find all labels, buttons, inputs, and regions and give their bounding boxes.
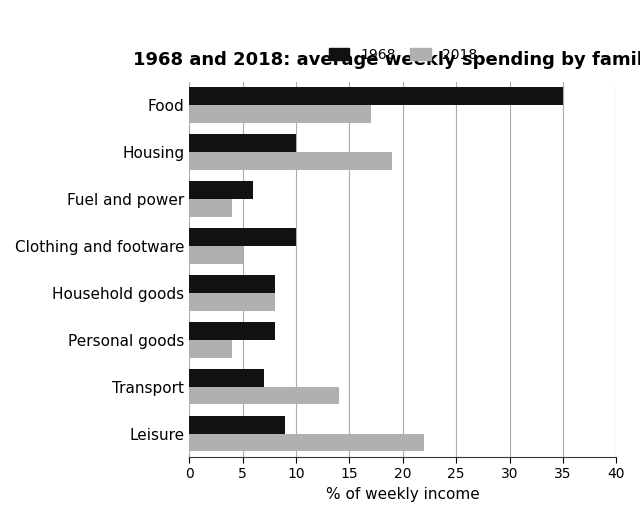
Bar [189,434,424,451]
Bar [189,152,392,170]
Bar [189,87,563,105]
Bar [189,293,275,311]
Bar [189,105,371,123]
Bar [189,387,339,404]
Bar [189,340,232,358]
Bar [189,416,285,434]
Bar [189,134,296,152]
Bar [189,246,243,264]
X-axis label: % of weekly income: % of weekly income [326,487,480,502]
Bar [189,228,296,246]
Bar [189,322,275,340]
Title: 1968 and 2018: average weekly spending by families: 1968 and 2018: average weekly spending b… [133,51,640,69]
Bar [189,369,264,387]
Bar [189,181,253,199]
Bar [189,275,275,293]
Legend: 1968, 2018: 1968, 2018 [324,43,481,66]
Bar [189,199,232,217]
